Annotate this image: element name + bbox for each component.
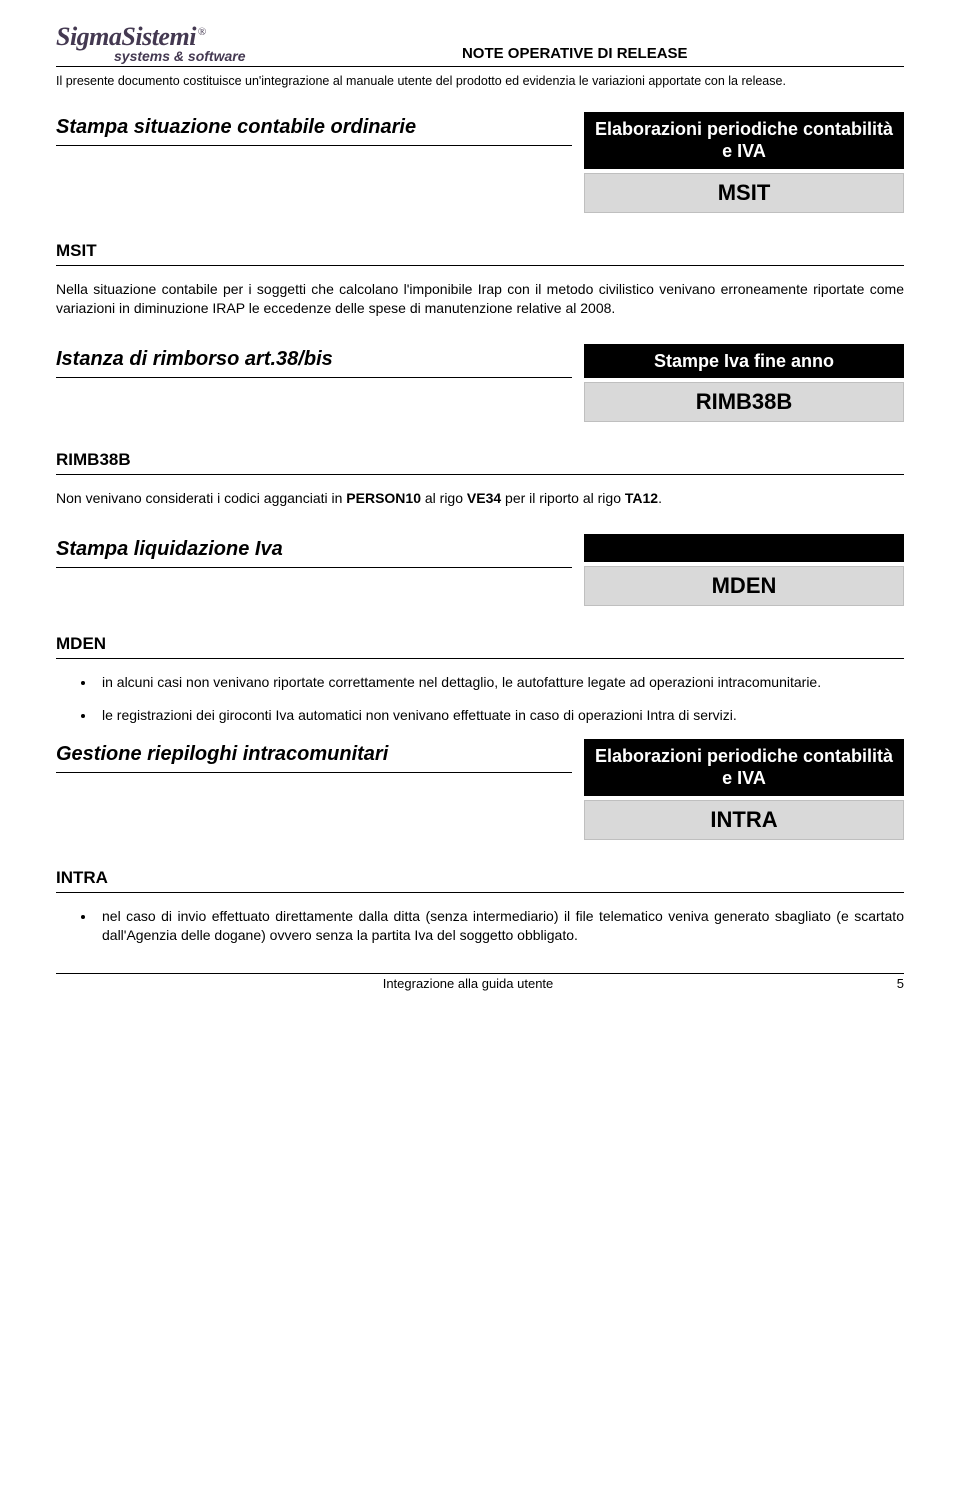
footer-center: Integrazione alla guida utente (56, 976, 880, 991)
code-box: MSIT (584, 173, 904, 213)
logo-main: SigmaSistemi® (56, 24, 246, 50)
list-item: le registrazioni dei giroconti Iva autom… (96, 706, 904, 725)
footer-row: Integrazione alla guida utente 5 (56, 973, 904, 991)
section-boxes: Elaborazioni periodiche contabilità e IV… (584, 112, 904, 213)
paragraph: Nella situazione contabile per i soggett… (56, 280, 904, 318)
text: per il riporto al rigo (501, 490, 625, 506)
page: SigmaSistemi® systems & software NOTE OP… (0, 0, 960, 1011)
category-box: Stampe Iva fine anno (584, 344, 904, 379)
bold-text: PERSON10 (346, 490, 421, 506)
section-boxes: Stampe Iva fine anno RIMB38B (584, 344, 904, 423)
bullet-list: nel caso di invio effettuato direttament… (96, 907, 904, 945)
list-item: in alcuni casi non venivano riportate co… (96, 673, 904, 692)
text: Non venivano considerati i codici agganc… (56, 490, 346, 506)
sub-code: MSIT (56, 241, 904, 266)
intro-text: Il presente documento costituisce un'int… (56, 73, 904, 90)
category-box: Elaborazioni periodiche contabilità e IV… (584, 112, 904, 169)
code-box: INTRA (584, 800, 904, 840)
sub-code: INTRA (56, 868, 904, 893)
code-box: MDEN (584, 566, 904, 606)
sub-code: RIMB38B (56, 450, 904, 475)
code-box: RIMB38B (584, 382, 904, 422)
category-box (584, 534, 904, 562)
footer-page-number: 5 (880, 976, 904, 991)
section-boxes: Elaborazioni periodiche contabilità e IV… (584, 739, 904, 840)
section-head: Stampa situazione contabile ordinarie El… (56, 112, 904, 213)
logo-registered: ® (198, 26, 206, 38)
sub-code: MDEN (56, 634, 904, 659)
section-head: Stampa liquidazione Iva MDEN (56, 534, 904, 606)
logo-subtitle: systems & software (114, 48, 246, 64)
section-title: Gestione riepiloghi intracomunitari (56, 739, 572, 773)
text: . (658, 490, 662, 506)
header-title: NOTE OPERATIVE DI RELEASE (246, 45, 904, 64)
text: al rigo (421, 490, 467, 506)
category-box: Elaborazioni periodiche contabilità e IV… (584, 739, 904, 796)
section-title: Stampa situazione contabile ordinarie (56, 112, 572, 146)
list-item: nel caso di invio effettuato direttament… (96, 907, 904, 945)
section-head: Gestione riepiloghi intracomunitari Elab… (56, 739, 904, 840)
logo-text: SigmaSistemi (56, 22, 196, 51)
logo-block: SigmaSistemi® systems & software (56, 24, 246, 64)
section-head: Istanza di rimborso art.38/bis Stampe Iv… (56, 344, 904, 423)
bold-text: TA12 (625, 490, 658, 506)
bold-text: VE34 (467, 490, 501, 506)
section-title: Istanza di rimborso art.38/bis (56, 344, 572, 378)
header-row: SigmaSistemi® systems & software NOTE OP… (56, 24, 904, 67)
section-title: Stampa liquidazione Iva (56, 534, 572, 568)
paragraph: Non venivano considerati i codici agganc… (56, 489, 904, 508)
bullet-list: in alcuni casi non venivano riportate co… (96, 673, 904, 725)
section-boxes: MDEN (584, 534, 904, 606)
